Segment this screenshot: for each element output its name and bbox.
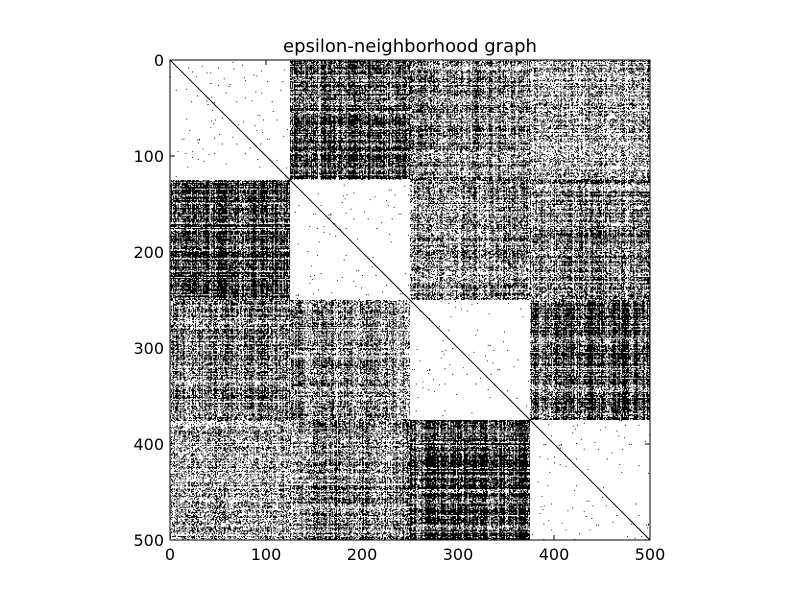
block-edges-3-0 <box>170 420 290 540</box>
y-tick-label: 400 <box>133 435 164 454</box>
block-2-0 <box>170 300 290 420</box>
x-tick-label: 400 <box>539 545 570 564</box>
block-edges-1-3 <box>530 180 650 300</box>
y-tick-label: 500 <box>133 531 164 550</box>
block-edges-0-1 <box>290 60 410 180</box>
block-2-3 <box>530 300 650 420</box>
plot-area <box>169 59 651 541</box>
block-edges-0-3 <box>530 60 650 180</box>
x-tick-label: 300 <box>443 545 474 564</box>
x-tick-label: 100 <box>251 545 282 564</box>
block-0-1 <box>290 60 410 180</box>
block-1-3 <box>530 180 650 300</box>
x-axis: 0 100 200 300 400 500 <box>165 60 665 564</box>
block-edges-0-2 <box>410 60 530 180</box>
x-tick-label: 200 <box>347 545 378 564</box>
x-tick-label: 0 <box>165 545 175 564</box>
y-axis: 0 100 200 300 400 500 <box>133 51 650 550</box>
block-3-0 <box>170 420 290 540</box>
block-edges-1-0 <box>170 180 290 300</box>
chart-title: epsilon-neighborhood graph <box>283 36 537 57</box>
block-0-2 <box>410 60 530 180</box>
y-tick-label: 100 <box>133 147 164 166</box>
x-tick-label: 500 <box>635 545 666 564</box>
plot-frame <box>169 59 651 541</box>
block-edges-3-1 <box>290 420 410 540</box>
y-tick-label: 300 <box>133 339 164 358</box>
block-edges-3-2 <box>410 420 530 540</box>
block-1-0 <box>170 180 290 300</box>
block-edges-1-2 <box>410 180 530 300</box>
y-tick-label: 0 <box>154 51 164 70</box>
y-tick-label: 200 <box>133 243 164 262</box>
block-1-2 <box>410 180 530 300</box>
block-3-2 <box>410 420 530 540</box>
block-edges-2-1 <box>290 300 410 420</box>
block-3-1 <box>290 420 410 540</box>
block-0-3 <box>530 60 650 180</box>
block-edges-2-3 <box>530 300 650 420</box>
block-2-1 <box>290 300 410 420</box>
block-edges-2-0 <box>170 300 290 420</box>
diagonal-line <box>169 59 651 541</box>
